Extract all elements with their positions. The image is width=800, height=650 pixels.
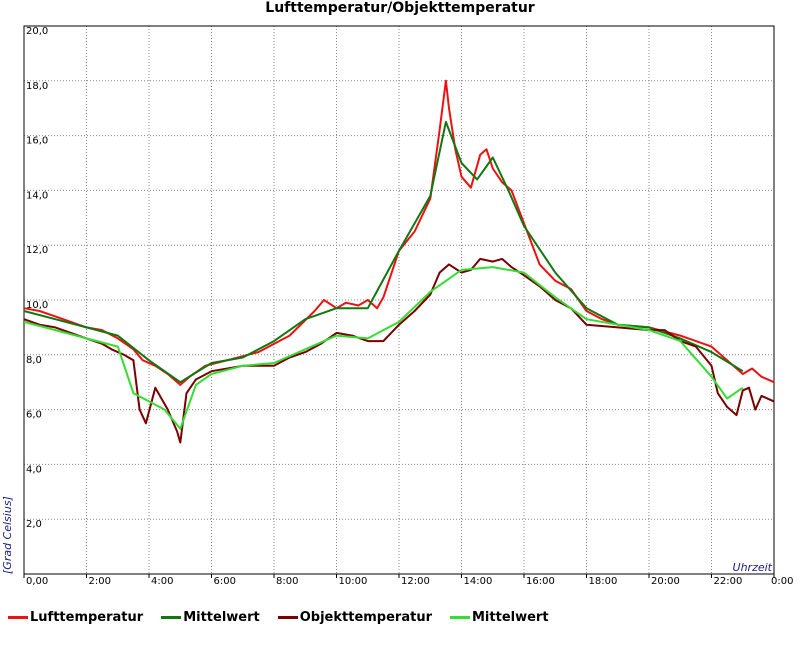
legend-swatch (450, 615, 470, 619)
legend-item-0: Lufttemperatur (8, 610, 143, 625)
x-tick-label: 12:00 (401, 576, 430, 587)
legend-item-1: Mittelwert (161, 610, 260, 625)
legend-swatch (277, 615, 298, 619)
y-tick-label: 10,0 (26, 300, 48, 311)
series-line-0 (23, 79, 775, 386)
legend-label: Lufttemperatur (30, 609, 144, 625)
x-tick-label: 6:00 (214, 576, 236, 587)
y-tick-label: 16,0 (26, 136, 48, 147)
x-tick-label: 4:00 (151, 576, 173, 587)
x-tick-label: 10:00 (339, 576, 368, 587)
chart-title: Lufttemperatur/Objekttemperatur (265, 0, 535, 16)
y-tick-label: 18,0 (26, 81, 48, 92)
x-tick-label: 18:00 (589, 576, 618, 587)
series-line-3 (23, 266, 744, 430)
y-tick-label: 12,0 (26, 245, 48, 256)
y-axis-label: [Grad Celsius] (1, 496, 14, 574)
legend: Lufttemperatur Mittelwert Objekttemperatur… (8, 606, 567, 628)
legend-item-3: Mittelwert (450, 610, 549, 625)
grid-lines (24, 25, 774, 574)
y-tick-label: 4,0 (26, 464, 42, 475)
y-tick-label: 2,0 (26, 519, 42, 530)
x-tick-label: 0,00 (26, 576, 48, 587)
x-tick-label: 0:00 (771, 576, 793, 587)
legend-label: Objekttemperatur (299, 609, 432, 625)
legend-label: Mittelwert (183, 609, 260, 625)
legend-swatch (8, 615, 28, 619)
x-tick-label: 8:00 (276, 576, 298, 587)
x-tick-label: 22:00 (714, 576, 743, 587)
legend-swatch (161, 615, 182, 619)
x-tick-label: 14:00 (464, 576, 493, 587)
x-tick-label: 16:00 (526, 576, 555, 587)
y-tick-label: 14,0 (26, 190, 48, 201)
legend-item-2: Objekttemperatur (277, 609, 432, 625)
series-line-1 (23, 120, 744, 384)
x-tick-label: 20:00 (651, 576, 680, 587)
series-line-2 (23, 257, 775, 444)
series-lines (23, 79, 775, 444)
legend-label: Mittelwert (472, 609, 549, 625)
x-tick-label: 2:00 (89, 576, 111, 587)
x-axis-label: Uhrzeit (733, 561, 773, 574)
y-tick-label: 6,0 (26, 410, 42, 421)
axis-ticks: 0,00 2:00 4:00 6:00 8:00 10:00 12:00 14:00 16:00… (23, 26, 793, 587)
y-tick-label: 8,0 (26, 355, 42, 366)
y-tick-label: 20,0 (26, 26, 48, 37)
